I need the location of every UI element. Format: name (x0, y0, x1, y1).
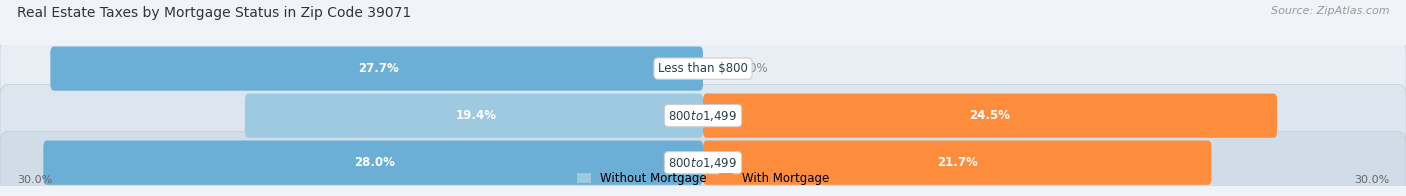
Text: 24.5%: 24.5% (970, 109, 1011, 122)
Legend: Without Mortgage, With Mortgage: Without Mortgage, With Mortgage (572, 168, 834, 190)
Text: 30.0%: 30.0% (17, 175, 52, 185)
Text: 0.0%: 0.0% (738, 62, 768, 75)
Text: Source: ZipAtlas.com: Source: ZipAtlas.com (1271, 6, 1389, 16)
FancyBboxPatch shape (44, 141, 703, 185)
FancyBboxPatch shape (703, 141, 1212, 185)
Text: $800 to $1,499: $800 to $1,499 (668, 156, 738, 170)
Text: 21.7%: 21.7% (936, 156, 977, 169)
Text: 19.4%: 19.4% (456, 109, 496, 122)
Text: Less than $800: Less than $800 (658, 62, 748, 75)
FancyBboxPatch shape (51, 46, 703, 91)
FancyBboxPatch shape (245, 93, 703, 138)
Text: Real Estate Taxes by Mortgage Status in Zip Code 39071: Real Estate Taxes by Mortgage Status in … (17, 6, 411, 20)
Text: 30.0%: 30.0% (1354, 175, 1389, 185)
FancyBboxPatch shape (0, 38, 1406, 100)
FancyBboxPatch shape (0, 85, 1406, 147)
Text: 27.7%: 27.7% (359, 62, 399, 75)
Text: 28.0%: 28.0% (354, 156, 395, 169)
FancyBboxPatch shape (703, 93, 1277, 138)
Text: $800 to $1,499: $800 to $1,499 (668, 109, 738, 123)
FancyBboxPatch shape (0, 132, 1406, 194)
